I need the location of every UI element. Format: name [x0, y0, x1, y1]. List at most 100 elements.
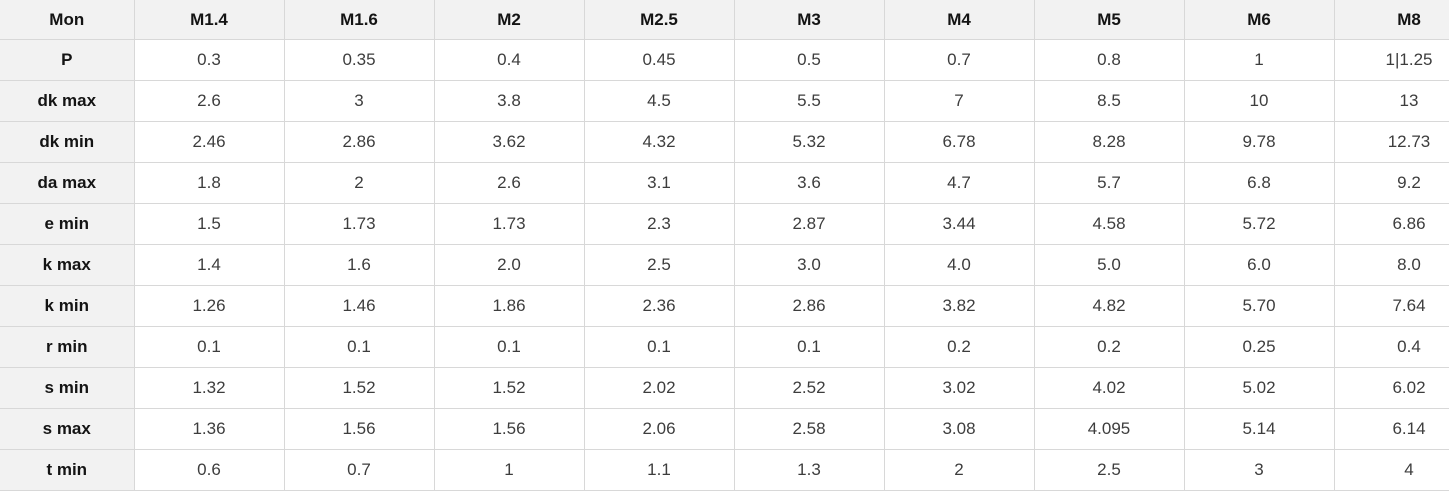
table-cell: 1.73: [433, 202, 585, 245]
table-cell: 6.14: [1333, 407, 1449, 450]
row-label: da max: [0, 161, 135, 204]
table-cell: 3.62: [433, 120, 585, 163]
table-row: e min 1.5 1.73 1.73 2.3 2.87 3.44 4.58 5.72 6.86: [0, 202, 1449, 245]
column-header-cell: M6: [1183, 0, 1335, 40]
table-cell: 1.8: [133, 161, 285, 204]
table-row: P 0.3 0.35 0.4 0.45 0.5 0.7 0.8 1 1|1.25: [0, 38, 1449, 81]
table-cell: 1: [1183, 38, 1335, 81]
table-cell: 2.02: [583, 366, 735, 409]
column-header-cell: M3: [733, 0, 885, 40]
table-cell: 9.78: [1183, 120, 1335, 163]
table-row: s max 1.36 1.56 1.56 2.06 2.58 3.08 4.095 5.14 6.…: [0, 407, 1449, 450]
table-cell: 9.2: [1333, 161, 1449, 204]
table-cell: 4.5: [583, 79, 735, 122]
table-cell: 5.0: [1033, 243, 1185, 286]
table-row: k max 1.4 1.6 2.0 2.5 3.0 4.0 5.0 6.0 8.0: [0, 243, 1449, 286]
table-cell: 6.0: [1183, 243, 1335, 286]
table-cell: 6.78: [883, 120, 1035, 163]
table-cell: 5.70: [1183, 284, 1335, 327]
table-cell: 0.2: [883, 325, 1035, 368]
table-header-row: Mon M1.4 M1.6 M2 M2.5 M3 M4 M5 M6 M8: [0, 0, 1449, 40]
table-cell: 0.1: [433, 325, 585, 368]
table-cell: 0.8: [1033, 38, 1185, 81]
row-label: r min: [0, 325, 135, 368]
table-cell: 1.52: [433, 366, 585, 409]
table-cell: 2.87: [733, 202, 885, 245]
table-cell: 8.28: [1033, 120, 1185, 163]
table-cell: 4.32: [583, 120, 735, 163]
table-cell: 1.36: [133, 407, 285, 450]
table-cell: 0.7: [283, 448, 435, 491]
table-cell: 1.86: [433, 284, 585, 327]
table-cell: 4.82: [1033, 284, 1185, 327]
column-header-cell: M4: [883, 0, 1035, 40]
row-label: k max: [0, 243, 135, 286]
table-cell: 1.26: [133, 284, 285, 327]
table-cell: 2.86: [733, 284, 885, 327]
row-label: s min: [0, 366, 135, 409]
table-cell: 1.73: [283, 202, 435, 245]
row-label: t min: [0, 448, 135, 491]
row-label: P: [0, 38, 135, 81]
column-header-cell: M5: [1033, 0, 1185, 40]
table-cell: 4.0: [883, 243, 1035, 286]
table-row: s min 1.32 1.52 1.52 2.02 2.52 3.02 4.02 5.02 6.0…: [0, 366, 1449, 409]
table-cell: 2.86: [283, 120, 435, 163]
table-cell: 2: [883, 448, 1035, 491]
column-header-cell: M1.6: [283, 0, 435, 40]
table-cell: 2.52: [733, 366, 885, 409]
table-cell: 6.86: [1333, 202, 1449, 245]
table-cell: 2.5: [583, 243, 735, 286]
table-row: t min 0.6 0.7 1 1.1 1.3 2 2.5 3 4: [0, 448, 1449, 491]
column-header-cell: M1.4: [133, 0, 285, 40]
table-cell: 4.095: [1033, 407, 1185, 450]
table-row: da max 1.8 2 2.6 3.1 3.6 4.7 5.7 6.8 9.2: [0, 161, 1449, 204]
table-cell: 3.44: [883, 202, 1035, 245]
table-cell: 8.5: [1033, 79, 1185, 122]
table-row: dk max 2.6 3 3.8 4.5 5.5 7 8.5 10 13: [0, 79, 1449, 122]
table-cell: 5.5: [733, 79, 885, 122]
table-cell: 1|1.25: [1333, 38, 1449, 81]
table-cell: 1.4: [133, 243, 285, 286]
column-header-cell: M2.5: [583, 0, 735, 40]
table-cell: 7: [883, 79, 1035, 122]
table-row: dk min 2.46 2.86 3.62 4.32 5.32 6.78 8.28 9.78 12…: [0, 120, 1449, 163]
table-cell: 1.46: [283, 284, 435, 327]
table-cell: 7.64: [1333, 284, 1449, 327]
table-cell: 1.56: [283, 407, 435, 450]
table-cell: 5.14: [1183, 407, 1335, 450]
table-cell: 0.2: [1033, 325, 1185, 368]
table-cell: 4.02: [1033, 366, 1185, 409]
table-cell: 0.4: [433, 38, 585, 81]
table-cell: 6.02: [1333, 366, 1449, 409]
table-cell: 13: [1333, 79, 1449, 122]
table-cell: 3.02: [883, 366, 1035, 409]
table-cell: 10: [1183, 79, 1335, 122]
table-cell: 5.02: [1183, 366, 1335, 409]
table-cell: 5.72: [1183, 202, 1335, 245]
table-cell: 3.82: [883, 284, 1035, 327]
table-cell: 4.7: [883, 161, 1035, 204]
table-cell: 0.4: [1333, 325, 1449, 368]
table-cell: 2.5: [1033, 448, 1185, 491]
table-cell: 2.3: [583, 202, 735, 245]
table-cell: 1.1: [583, 448, 735, 491]
table-cell: 1.56: [433, 407, 585, 450]
table-cell: 8.0: [1333, 243, 1449, 286]
table-cell: 2.06: [583, 407, 735, 450]
column-header-cell: M8: [1333, 0, 1449, 40]
table-cell: 6.8: [1183, 161, 1335, 204]
table-cell: 3.6: [733, 161, 885, 204]
table-cell: 0.35: [283, 38, 435, 81]
table-cell: 12.73: [1333, 120, 1449, 163]
table-cell: 1.3: [733, 448, 885, 491]
column-header-cell: M2: [433, 0, 585, 40]
table-cell: 0.3: [133, 38, 285, 81]
table-cell: 3: [1183, 448, 1335, 491]
table-cell: 3.0: [733, 243, 885, 286]
table-cell: 2.6: [433, 161, 585, 204]
table-body: P 0.3 0.35 0.4 0.45 0.5 0.7 0.8 1 1|1.25 dk max 2.6…: [0, 38, 1449, 491]
table-cell: 1.6: [283, 243, 435, 286]
table-cell: 1.5: [133, 202, 285, 245]
